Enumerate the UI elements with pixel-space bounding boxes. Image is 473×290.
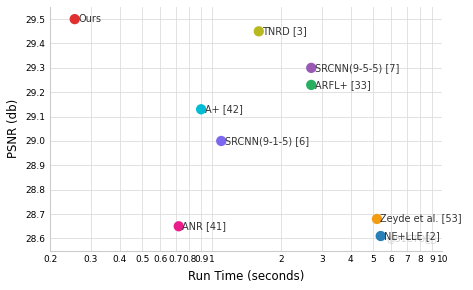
Text: SRCNN(9-5-5) [7]: SRCNN(9-5-5) [7] (315, 63, 399, 73)
Text: A+ [42]: A+ [42] (204, 104, 243, 114)
Text: Zeyde et al. [53]: Zeyde et al. [53] (380, 214, 462, 224)
Point (373, 217, 381, 221)
Point (255, 29, 263, 34)
Text: Ours: Ours (78, 14, 101, 24)
Point (197, 107, 205, 112)
Point (71, 17, 79, 21)
Y-axis label: PSNR (db): PSNR (db) (7, 99, 20, 158)
Point (307, 66, 315, 70)
Text: TNRD [3]: TNRD [3] (262, 26, 307, 36)
Text: ARFL+ [33]: ARFL+ [33] (315, 80, 370, 90)
Text: NE+LLE [2]: NE+LLE [2] (384, 231, 440, 241)
Text: @51CTO博客: @51CTO博客 (387, 234, 437, 243)
Point (218, 139, 225, 143)
Text: ANR [41]: ANR [41] (182, 221, 226, 231)
X-axis label: Run Time (seconds): Run Time (seconds) (188, 270, 305, 283)
Point (377, 234, 385, 238)
Point (307, 83, 315, 87)
Text: SRCNN(9-1-5) [6]: SRCNN(9-1-5) [6] (225, 136, 309, 146)
Point (175, 224, 183, 229)
